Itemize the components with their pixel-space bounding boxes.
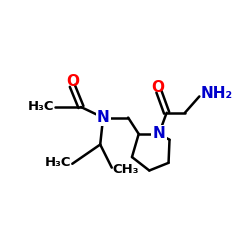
Text: N: N <box>152 126 165 142</box>
Text: O: O <box>152 80 164 95</box>
Text: N: N <box>97 110 110 125</box>
Text: H₃C: H₃C <box>28 100 54 112</box>
Text: H₃C: H₃C <box>45 156 71 169</box>
Text: CH₃: CH₃ <box>113 163 139 176</box>
Text: NH₂: NH₂ <box>200 86 232 101</box>
Text: O: O <box>66 74 79 88</box>
